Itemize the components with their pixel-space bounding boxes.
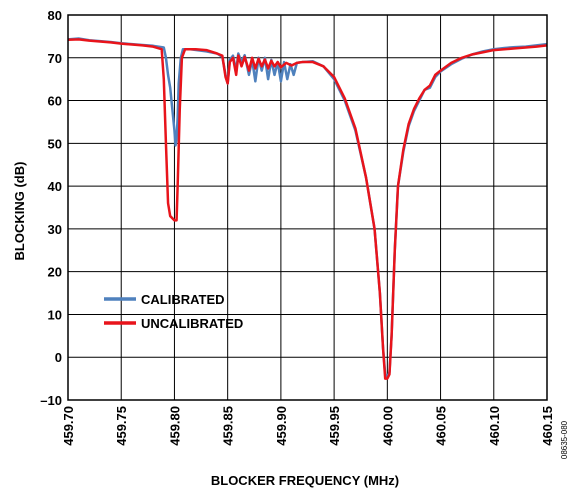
figure-id: 08635-080 — [560, 420, 569, 459]
series-line-calibrated — [67, 37, 548, 378]
y-tick-label: 20 — [48, 265, 62, 280]
y-tick-label: 30 — [48, 222, 62, 237]
x-tick-label: 460.00 — [380, 406, 395, 446]
y-tick-label: 10 — [48, 307, 62, 322]
x-tick-label: 459.90 — [274, 406, 289, 446]
y-tick-label: 80 — [48, 8, 62, 23]
legend-label-uncalibrated: UNCALIBRATED — [141, 316, 243, 331]
x-tick-label: 459.70 — [61, 406, 76, 446]
y-tick-label: 70 — [48, 51, 62, 66]
y-tick-label: –10 — [40, 393, 62, 408]
series-line-uncalibrated — [67, 38, 548, 380]
y-axis-title: BLOCKING (dB) — [12, 162, 27, 261]
x-tick-label: 460.05 — [434, 406, 449, 446]
x-tick-label: 459.85 — [221, 406, 236, 446]
legend-label-calibrated: CALIBRATED — [141, 292, 225, 307]
y-tick-label: 50 — [48, 136, 62, 151]
series-layer — [67, 37, 548, 380]
x-tick-label: 460.15 — [540, 406, 555, 446]
x-tick-label: 460.10 — [487, 406, 502, 446]
x-axis-ticks: 459.70 459.75 459.80 459.85 459.90 459.95 460.… — [61, 406, 555, 446]
y-tick-label: 40 — [48, 179, 62, 194]
y-axis-ticks: –10 0 10 20 30 40 50 60 70 80 — [40, 8, 62, 408]
legend: CALIBRATED UNCALIBRATED — [104, 292, 243, 331]
x-tick-label: 459.75 — [114, 406, 129, 446]
y-tick-label: 60 — [48, 94, 62, 109]
plot-frame — [67, 14, 548, 401]
y-tick-label: 0 — [55, 350, 62, 365]
x-tick-label: 459.80 — [167, 406, 182, 446]
x-axis-title: BLOCKER FREQUENCY (MHz) — [211, 473, 399, 488]
grid — [67, 14, 548, 401]
x-tick-label: 459.95 — [327, 406, 342, 446]
